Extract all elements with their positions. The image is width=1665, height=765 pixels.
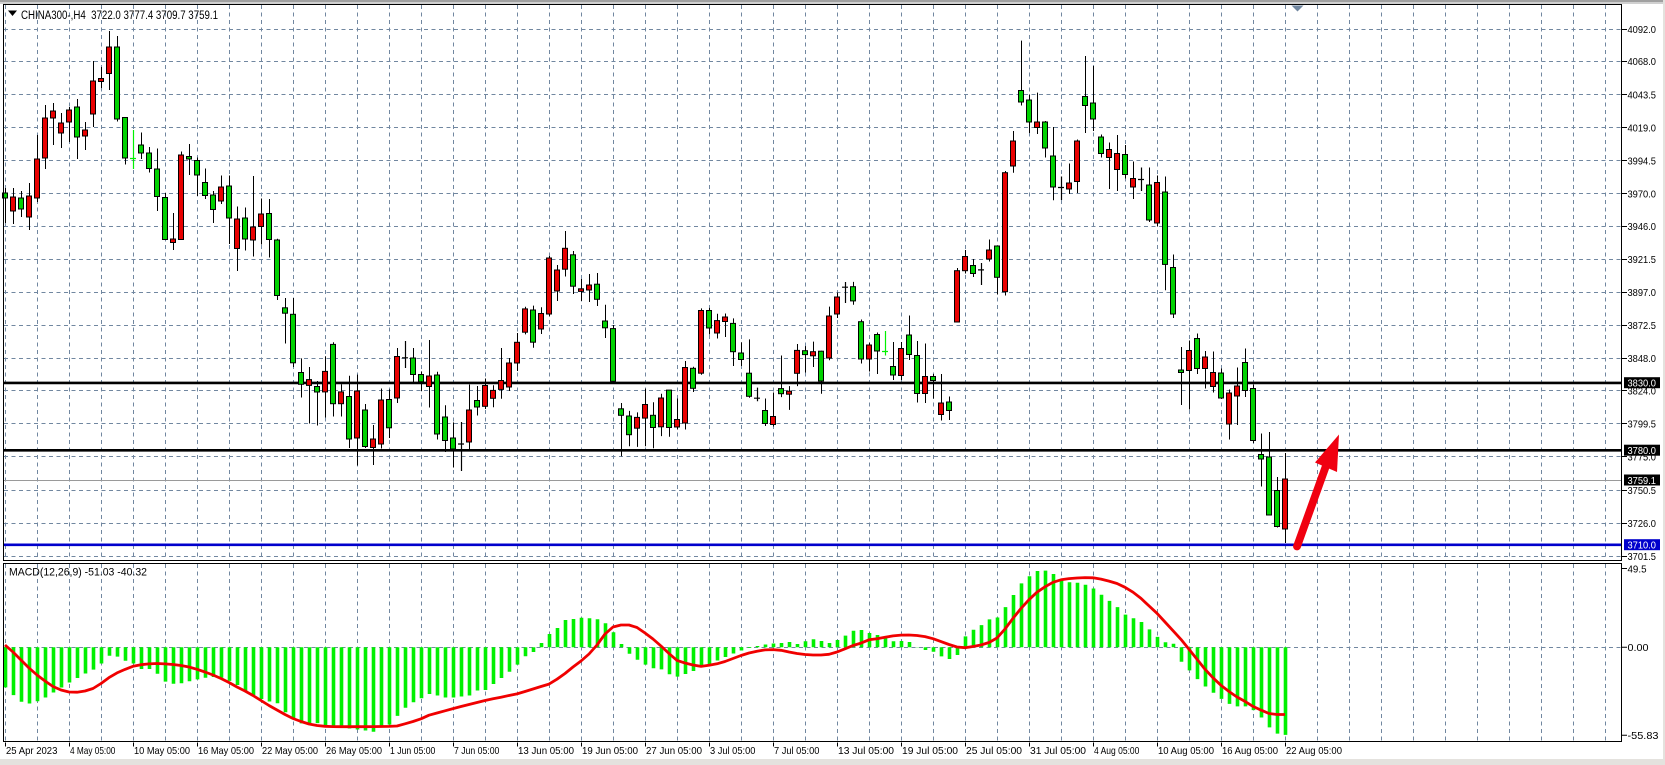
svg-text:3830.0: 3830.0 (1628, 378, 1657, 390)
svg-text:13 Jul 05:00: 13 Jul 05:00 (838, 745, 894, 757)
svg-text:19 Jul 05:00: 19 Jul 05:00 (902, 745, 958, 757)
svg-text:26 May 05:00: 26 May 05:00 (326, 745, 382, 757)
svg-text:3946.0: 3946.0 (1628, 221, 1657, 233)
svg-text:4043.5: 4043.5 (1628, 89, 1657, 101)
svg-text:3 Jul 05:00: 3 Jul 05:00 (710, 745, 756, 757)
svg-text:3726.0: 3726.0 (1628, 518, 1657, 530)
svg-text:3994.5: 3994.5 (1628, 155, 1657, 167)
svg-text:3897.0: 3897.0 (1628, 287, 1657, 299)
svg-text:19 Jun 05:00: 19 Jun 05:00 (582, 745, 638, 757)
svg-text:3759.1: 3759.1 (1628, 475, 1657, 487)
svg-text:22 May 05:00: 22 May 05:00 (262, 745, 318, 757)
svg-text:27 Jun 05:00: 27 Jun 05:00 (646, 745, 702, 757)
svg-text:3921.5: 3921.5 (1628, 254, 1657, 266)
svg-text:7 Jul 05:00: 7 Jul 05:00 (774, 745, 820, 757)
svg-text:MACD(12,26,9) -51.03 -40.32: MACD(12,26,9) -51.03 -40.32 (9, 567, 147, 579)
svg-text:4 Aug 05:00: 4 Aug 05:00 (1094, 745, 1140, 757)
svg-text:3848.0: 3848.0 (1628, 353, 1657, 365)
svg-text:7 Jun 05:00: 7 Jun 05:00 (454, 745, 500, 757)
svg-text:3824.0: 3824.0 (1628, 386, 1657, 398)
svg-text:3701.5: 3701.5 (1628, 551, 1657, 563)
svg-text:4 May 05:00: 4 May 05:00 (70, 745, 116, 757)
svg-text:4068.0: 4068.0 (1628, 56, 1657, 68)
svg-text:3872.5: 3872.5 (1628, 320, 1657, 332)
svg-text:0.00: 0.00 (1628, 642, 1649, 654)
svg-text:3750.5: 3750.5 (1628, 485, 1657, 497)
svg-text:3799.5: 3799.5 (1628, 419, 1657, 431)
svg-text:4092.0: 4092.0 (1628, 24, 1657, 36)
svg-text:3710.0: 3710.0 (1628, 540, 1657, 552)
svg-text:CHINA300-,H4 3722.0 3777.4 37: CHINA300-,H4 3722.0 3777.4 3709.7 3759.1 (21, 10, 218, 22)
svg-text:22 Aug 05:00: 22 Aug 05:00 (1286, 745, 1342, 757)
svg-text:25 Jul 05:00: 25 Jul 05:00 (966, 745, 1022, 757)
svg-text:10 Aug 05:00: 10 Aug 05:00 (1158, 745, 1214, 757)
svg-text:-55.83: -55.83 (1628, 730, 1659, 742)
svg-text:3970.0: 3970.0 (1628, 189, 1657, 201)
svg-text:1 Jun 05:00: 1 Jun 05:00 (390, 745, 436, 757)
svg-text:4019.0: 4019.0 (1628, 122, 1657, 134)
svg-text:3780.0: 3780.0 (1628, 445, 1657, 457)
svg-text:25 Apr 2023: 25 Apr 2023 (6, 745, 58, 757)
svg-text:49.5: 49.5 (1628, 563, 1647, 575)
svg-text:31 Jul 05:00: 31 Jul 05:00 (1030, 745, 1086, 757)
svg-text:10 May 05:00: 10 May 05:00 (134, 745, 190, 757)
svg-text:16 May 05:00: 16 May 05:00 (198, 745, 254, 757)
svg-text:13 Jun 05:00: 13 Jun 05:00 (518, 745, 574, 757)
svg-text:16 Aug 05:00: 16 Aug 05:00 (1222, 745, 1278, 757)
